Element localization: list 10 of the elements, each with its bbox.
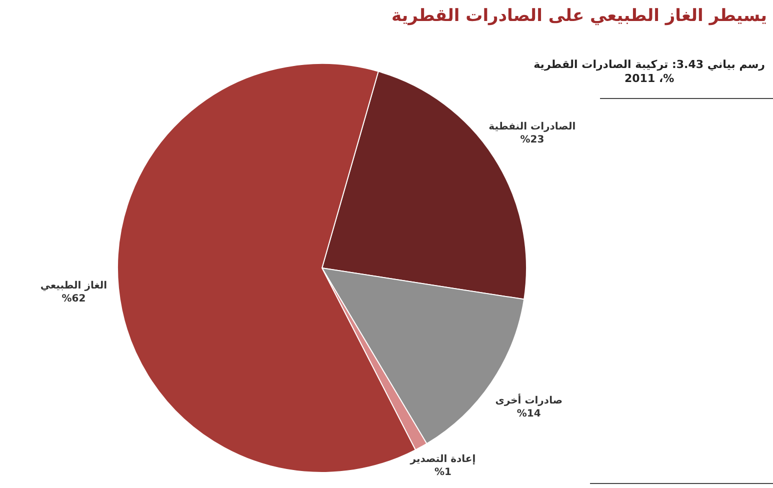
data-label: %62 (62, 293, 86, 304)
chart-title: يسيطر الغاز الطبيعي على الصادرات القطرية (391, 6, 767, 26)
slice-label: إعادة التصدير (409, 454, 476, 466)
data-label: %1 (434, 467, 452, 478)
slice-label: الصادرات النفطية (488, 122, 576, 133)
text: رسم بياني 3.43: تركيبة الصادرات القطرية %، 2011 (534, 58, 765, 86)
slice-label: الغاز الطبيعي (40, 280, 108, 292)
data-label: %14 (516, 408, 541, 420)
data-label: %23 (520, 134, 544, 146)
slice-label: صادرات أخرى (495, 394, 562, 407)
